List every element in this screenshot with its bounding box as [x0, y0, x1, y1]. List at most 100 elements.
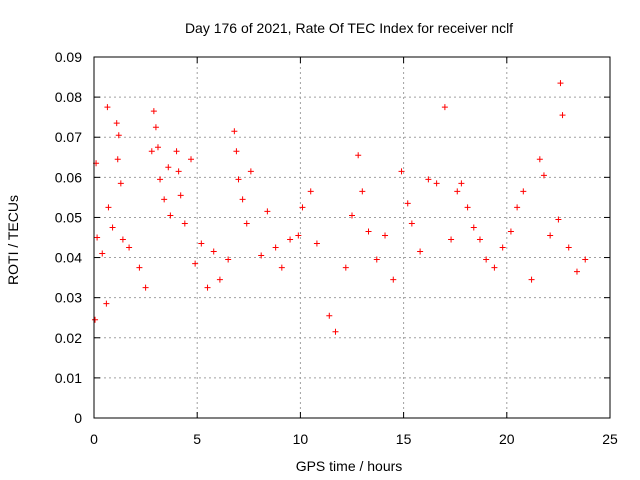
x-tick-label: 0: [90, 431, 98, 447]
data-point: [540, 172, 547, 179]
data-point: [433, 180, 440, 187]
data-point: [154, 144, 161, 151]
y-tick-label: 0.04: [55, 250, 82, 266]
data-point: [105, 204, 112, 211]
data-point: [441, 104, 448, 111]
data-point: [365, 228, 372, 235]
data-point: [272, 244, 279, 251]
x-axis-ticks: 0 5 10 15 20 25: [90, 57, 618, 447]
data-point: [483, 256, 490, 263]
x-tick-label: 20: [499, 431, 515, 447]
data-point: [573, 268, 580, 275]
data-point: [99, 250, 106, 257]
data-point: [258, 252, 265, 259]
data-point: [555, 216, 562, 223]
data-point: [210, 248, 217, 255]
x-tick-label: 15: [396, 431, 412, 447]
data-point: [114, 156, 121, 163]
y-tick-label: 0.09: [55, 49, 82, 65]
data-point: [390, 276, 397, 283]
data-point: [216, 276, 223, 283]
data-point: [225, 256, 232, 263]
data-point: [349, 212, 355, 219]
data-point: [243, 220, 250, 227]
data-point: [557, 80, 564, 87]
data-points: [92, 80, 589, 335]
data-point: [448, 236, 455, 243]
data-point: [148, 148, 155, 155]
y-tick-label: 0.03: [55, 290, 82, 306]
data-point: [326, 312, 333, 319]
data-point: [520, 188, 527, 195]
data-point: [198, 240, 205, 247]
data-point: [233, 148, 240, 155]
data-point: [547, 232, 554, 239]
data-point: [231, 128, 238, 135]
data-point: [204, 284, 211, 291]
data-point: [528, 276, 535, 283]
data-point: [355, 152, 362, 159]
x-tick-label: 5: [193, 431, 201, 447]
data-point: [165, 164, 172, 171]
data-point: [278, 264, 285, 271]
plot-border: [93, 56, 611, 419]
data-point: [157, 176, 164, 183]
y-tick-label: 0.05: [55, 209, 82, 225]
data-point: [582, 256, 589, 263]
data-point: [425, 176, 432, 183]
data-point: [142, 284, 149, 291]
data-point: [417, 248, 424, 255]
data-point: [247, 168, 254, 175]
data-point: [404, 200, 411, 207]
data-point: [161, 196, 168, 203]
y-axis-ticks: 0 0.01 0.02 0.03 0.04 0.05 0.06 0.07 0.08 0.09: [55, 49, 610, 426]
data-point: [126, 244, 133, 251]
data-point: [136, 264, 143, 271]
y-axis-label: ROTI / TECUs: [5, 195, 21, 285]
data-point: [565, 244, 572, 251]
x-axis-label: GPS time / hours: [296, 458, 403, 474]
chart-title: Day 176 of 2021, Rate Of TEC Index for r…: [185, 20, 513, 36]
data-point: [464, 204, 471, 211]
x-tick-label: 10: [293, 431, 309, 447]
data-point: [287, 236, 294, 243]
data-point: [313, 240, 320, 247]
data-point: [177, 192, 184, 199]
data-point: [476, 236, 483, 243]
data-point: [373, 256, 380, 263]
data-point: [188, 156, 195, 163]
data-point: [94, 234, 101, 241]
data-point: [408, 220, 415, 227]
y-tick-label: 0.07: [55, 129, 82, 145]
data-point: [491, 264, 498, 271]
data-point: [454, 188, 461, 195]
data-point: [514, 204, 521, 211]
x-tick-label: 25: [602, 431, 618, 447]
data-point: [295, 232, 302, 239]
data-point: [382, 232, 389, 239]
y-tick-label: 0.01: [55, 370, 82, 386]
data-point: [92, 316, 99, 323]
y-tick-label: 0.06: [55, 169, 82, 185]
data-point: [398, 168, 405, 175]
data-point: [119, 236, 126, 243]
data-point: [103, 300, 110, 307]
data-point: [117, 180, 124, 187]
data-point: [167, 212, 174, 219]
data-point: [152, 124, 159, 131]
data-point: [342, 264, 349, 271]
data-point: [175, 168, 182, 175]
data-point: [559, 112, 566, 119]
data-point: [150, 108, 157, 115]
data-point: [235, 176, 242, 183]
data-point: [173, 148, 180, 155]
data-point: [192, 260, 199, 267]
data-point: [299, 204, 306, 211]
data-point: [239, 196, 246, 203]
data-point: [499, 244, 506, 251]
y-tick-label: 0.02: [55, 330, 82, 346]
data-point: [115, 132, 122, 139]
grid-lines: [94, 57, 610, 418]
data-point: [507, 228, 514, 235]
